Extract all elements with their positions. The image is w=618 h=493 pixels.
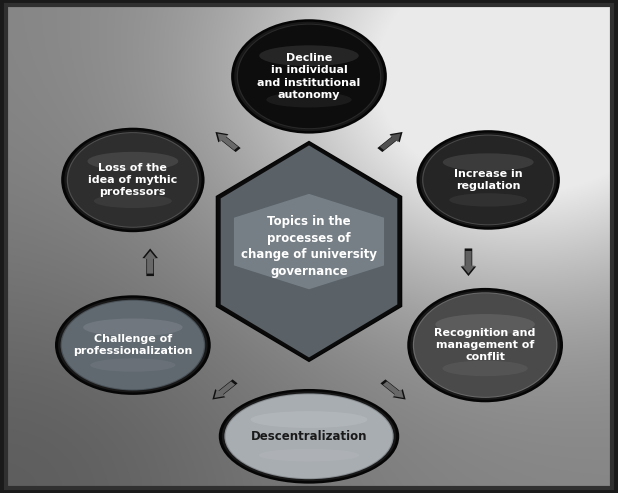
Ellipse shape: [266, 92, 352, 107]
Text: Increase in
regulation: Increase in regulation: [454, 169, 523, 191]
Polygon shape: [378, 132, 402, 152]
Ellipse shape: [226, 394, 392, 478]
Polygon shape: [221, 145, 397, 357]
Ellipse shape: [88, 152, 178, 171]
Ellipse shape: [407, 288, 563, 402]
Ellipse shape: [61, 300, 205, 390]
Ellipse shape: [250, 411, 367, 428]
Polygon shape: [460, 248, 476, 276]
Ellipse shape: [224, 393, 394, 479]
Polygon shape: [218, 134, 238, 150]
Ellipse shape: [423, 136, 553, 224]
Ellipse shape: [83, 318, 183, 336]
Ellipse shape: [414, 293, 556, 397]
Ellipse shape: [238, 25, 380, 128]
Ellipse shape: [94, 194, 172, 208]
Ellipse shape: [62, 301, 204, 389]
Polygon shape: [216, 141, 402, 361]
Polygon shape: [213, 380, 237, 399]
Text: Descentralization: Descentralization: [251, 430, 367, 443]
Ellipse shape: [442, 361, 528, 376]
Text: Topics in the
processes of
change of university
governance: Topics in the processes of change of uni…: [241, 215, 377, 278]
Text: Recognition and
management of
conflit: Recognition and management of conflit: [434, 328, 536, 362]
Ellipse shape: [68, 133, 198, 227]
Ellipse shape: [237, 24, 381, 129]
Ellipse shape: [90, 358, 176, 372]
Ellipse shape: [259, 449, 359, 461]
Polygon shape: [216, 132, 240, 152]
Polygon shape: [383, 382, 404, 398]
Polygon shape: [214, 382, 235, 398]
Ellipse shape: [61, 128, 205, 232]
Ellipse shape: [422, 135, 554, 225]
Polygon shape: [144, 251, 156, 274]
Ellipse shape: [64, 130, 201, 230]
Ellipse shape: [231, 19, 387, 134]
Ellipse shape: [417, 130, 560, 230]
Polygon shape: [381, 380, 405, 399]
Polygon shape: [380, 134, 400, 150]
Text: Loss of the
idea of mythic
professors: Loss of the idea of mythic professors: [88, 163, 177, 197]
Ellipse shape: [449, 193, 527, 207]
Ellipse shape: [234, 22, 384, 131]
Polygon shape: [142, 248, 158, 276]
Ellipse shape: [222, 391, 396, 481]
Ellipse shape: [413, 292, 557, 398]
Ellipse shape: [442, 153, 533, 171]
Ellipse shape: [55, 295, 211, 395]
Ellipse shape: [58, 298, 208, 392]
Ellipse shape: [410, 290, 560, 400]
Text: Challenge of
professionalization: Challenge of professionalization: [73, 334, 193, 356]
Text: Decline
in individual
and institutional
autonomy: Decline in individual and institutional …: [257, 53, 361, 100]
Ellipse shape: [435, 314, 535, 335]
Polygon shape: [234, 194, 384, 289]
Ellipse shape: [67, 132, 199, 228]
Polygon shape: [462, 251, 475, 274]
Ellipse shape: [420, 133, 557, 227]
Ellipse shape: [260, 45, 358, 66]
Ellipse shape: [219, 389, 399, 484]
